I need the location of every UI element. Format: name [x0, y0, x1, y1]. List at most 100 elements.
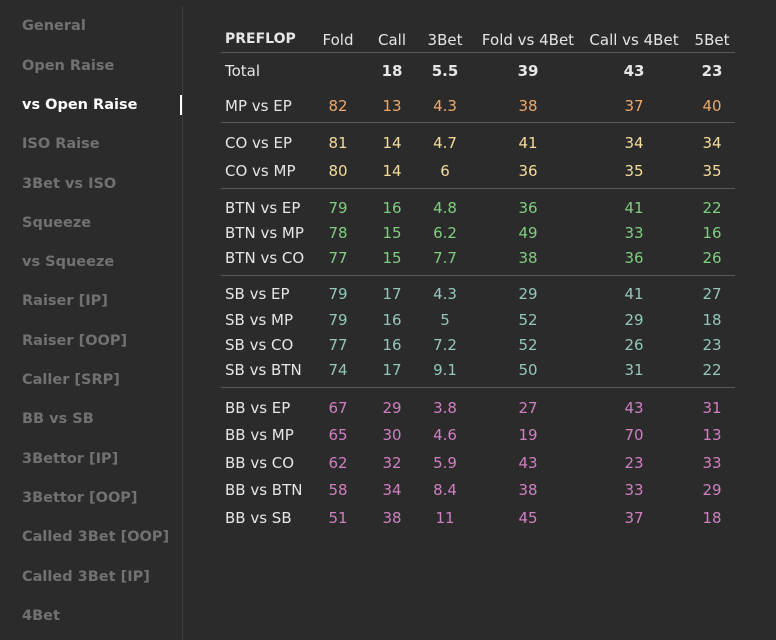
cell-fold: 81 [328, 134, 348, 152]
cell-call: 17 [382, 285, 402, 303]
cell-call: 29 [382, 399, 402, 417]
cell-position: BB vs MP [225, 426, 294, 444]
cell-call: 18 [381, 62, 403, 80]
cell-fold: 79 [328, 311, 348, 329]
cell-call: 15 [382, 224, 402, 242]
cell-call-vs-4bet: 26 [624, 336, 644, 354]
cell-5bet: 22 [702, 361, 722, 379]
sidebar-item-raiser-oop[interactable]: Raiser [OOP] [22, 333, 128, 349]
sidebar-item-called-3bet-ip[interactable]: Called 3Bet [IP] [22, 569, 150, 585]
sidebar-item-vs-squeeze[interactable]: vs Squeeze [22, 254, 115, 270]
group-separator [221, 188, 735, 189]
cell-5bet: 16 [702, 224, 722, 242]
group-separator [221, 387, 735, 388]
cell-3bet: 6 [440, 162, 450, 180]
cell-position: BTN vs CO [225, 249, 305, 267]
sidebar-item-open-raise[interactable]: Open Raise [22, 58, 115, 74]
cell-fold: 74 [328, 361, 348, 379]
cell-position: MP vs EP [225, 97, 292, 115]
cell-5bet: 13 [702, 426, 722, 444]
sidebar-item-3bettor-oop[interactable]: 3Bettor [OOP] [22, 490, 138, 506]
cell-position: SB vs CO [225, 336, 294, 354]
cell-fold-vs-4bet: 38 [518, 249, 538, 267]
cell-3bet: 3.8 [433, 399, 457, 417]
cell-5bet: 34 [702, 134, 722, 152]
sidebar-item-called-3bet-oop[interactable]: Called 3Bet [OOP] [22, 529, 170, 545]
cell-call-vs-4bet: 41 [624, 199, 644, 217]
cell-call: 14 [382, 134, 402, 152]
cell-5bet: 26 [702, 249, 722, 267]
cell-5bet: 18 [702, 509, 722, 527]
cell-3bet: 7.2 [433, 336, 457, 354]
cell-3bet: 4.8 [433, 199, 457, 217]
cell-call: 32 [382, 454, 402, 472]
sidebar-item-iso-raise[interactable]: ISO Raise [22, 136, 100, 152]
cell-call: 16 [382, 311, 402, 329]
header-fold-vs-4bet: Fold vs 4Bet [481, 31, 575, 49]
cell-call-vs-4bet: 41 [624, 285, 644, 303]
cell-position: BTN vs MP [225, 224, 304, 242]
cell-5bet: 40 [702, 97, 722, 115]
cell-call-vs-4bet: 29 [624, 311, 644, 329]
sidebar-item-squeeze[interactable]: Squeeze [22, 215, 92, 231]
cell-fold: 79 [328, 285, 348, 303]
sidebar-item-3bettor-ip[interactable]: 3Bettor [IP] [22, 451, 119, 467]
cell-position: Total [225, 62, 261, 80]
cell-fold-vs-4bet: 38 [518, 481, 538, 499]
sidebar-item-vs-open-raise[interactable]: vs Open Raise [22, 97, 138, 113]
cell-call: 14 [382, 162, 402, 180]
cell-fold: 65 [328, 426, 348, 444]
cell-fold-vs-4bet: 43 [518, 454, 538, 472]
cell-3bet: 8.4 [433, 481, 457, 499]
header-separator [221, 52, 735, 53]
sidebar-item-4bet[interactable]: 4Bet [22, 608, 60, 624]
cell-3bet: 5 [440, 311, 450, 329]
sidebar-item-3bet-vs-iso[interactable]: 3Bet vs ISO [22, 176, 117, 192]
cell-fold-vs-4bet: 52 [518, 311, 538, 329]
header-5bet: 5Bet [694, 31, 730, 49]
header-call: Call [377, 31, 407, 49]
header-preflop: PREFLOP [225, 31, 296, 47]
cell-3bet: 4.7 [433, 134, 457, 152]
cell-fold-vs-4bet: 52 [518, 336, 538, 354]
cell-call: 16 [382, 336, 402, 354]
cell-call-vs-4bet: 37 [624, 509, 644, 527]
cell-position: SB vs EP [225, 285, 290, 303]
cell-fold: 67 [328, 399, 348, 417]
cell-call-vs-4bet: 23 [624, 454, 644, 472]
cell-fold: 77 [328, 336, 348, 354]
sidebar-item-caller-srp[interactable]: Caller [SRP] [22, 372, 120, 388]
cell-fold: 82 [328, 97, 348, 115]
sidebar-nav: General Open Raise vs Open Raise ISO Raise 3… [0, 0, 183, 640]
cell-5bet: 27 [702, 285, 722, 303]
cell-call: 15 [382, 249, 402, 267]
sidebar-item-general[interactable]: General [22, 18, 86, 34]
cell-position: SB vs MP [225, 311, 294, 329]
header-call-vs-4bet: Call vs 4Bet [589, 31, 679, 49]
cell-fold: 79 [328, 199, 348, 217]
cell-fold: 77 [328, 249, 348, 267]
sidebar-item-bb-vs-sb[interactable]: BB vs SB [22, 411, 94, 427]
cell-call: 34 [382, 481, 402, 499]
cell-fold: 78 [328, 224, 348, 242]
cell-call: 16 [382, 199, 402, 217]
cell-fold: 51 [328, 509, 348, 527]
cell-call: 17 [382, 361, 402, 379]
cell-fold-vs-4bet: 36 [518, 162, 538, 180]
cell-call-vs-4bet: 31 [624, 361, 644, 379]
cell-call-vs-4bet: 37 [624, 97, 644, 115]
cell-call-vs-4bet: 43 [623, 62, 645, 80]
cell-5bet: 23 [702, 336, 722, 354]
cell-call-vs-4bet: 33 [624, 481, 644, 499]
cell-call-vs-4bet: 43 [624, 399, 644, 417]
sidebar-item-raiser-ip[interactable]: Raiser [IP] [22, 293, 108, 309]
cell-fold-vs-4bet: 38 [518, 97, 538, 115]
cell-5bet: 35 [702, 162, 722, 180]
cell-fold-vs-4bet: 27 [518, 399, 538, 417]
cell-call: 13 [382, 97, 402, 115]
cell-call-vs-4bet: 35 [624, 162, 644, 180]
cell-fold-vs-4bet: 49 [518, 224, 538, 242]
active-indicator [180, 95, 182, 115]
cell-fold-vs-4bet: 19 [518, 426, 538, 444]
cell-3bet: 11 [435, 509, 455, 527]
